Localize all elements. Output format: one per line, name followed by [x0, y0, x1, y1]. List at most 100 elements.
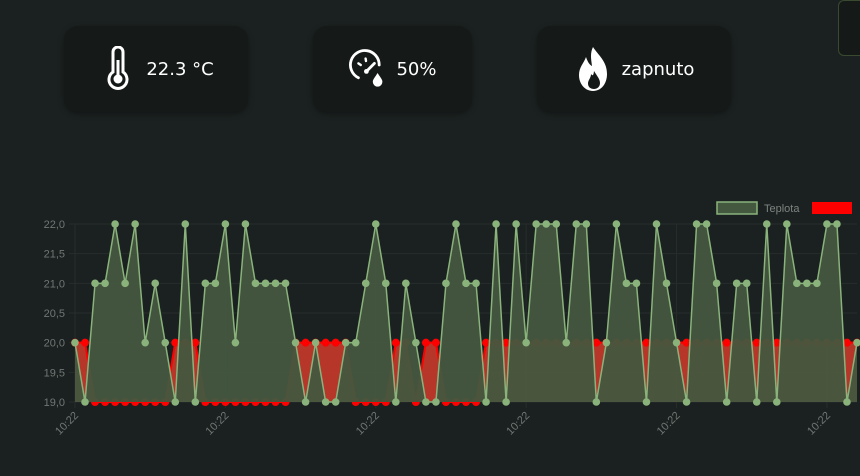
temperature-point [572, 220, 581, 228]
heating-point [772, 338, 781, 347]
temperature-point [361, 279, 370, 288]
temperature-point [512, 220, 520, 228]
y-tick-label: 19,5 [44, 367, 65, 379]
temperature-point [752, 398, 761, 406]
temperature-point [833, 220, 841, 228]
heating-card: zapnuto [537, 26, 731, 112]
temperature-point [742, 279, 751, 288]
temperature-point [261, 279, 270, 288]
temperature-point [622, 279, 631, 288]
heating-point [391, 338, 400, 347]
temperature-point [301, 398, 310, 406]
temperature-point [442, 279, 450, 288]
x-tick-label: 10:22 [53, 410, 81, 438]
gauge-droplet-icon [348, 45, 388, 93]
temperature-point [542, 220, 551, 228]
temperature-point [111, 220, 119, 228]
temperature-point [632, 279, 641, 288]
temperature-point [843, 398, 851, 406]
temperature-point [371, 220, 380, 228]
thermometer-icon [98, 45, 138, 93]
legend-swatch-teplota[interactable] [716, 201, 758, 215]
y-tick-label: 20,0 [44, 338, 65, 350]
temperature-point [803, 279, 811, 288]
temperature-point [251, 279, 260, 288]
temperature-point [241, 220, 250, 228]
temperature-point [652, 220, 661, 228]
temperature-point [351, 338, 360, 347]
temperature-point [452, 220, 460, 228]
y-tick-label: 19,0 [44, 397, 65, 409]
flame-icon [574, 45, 614, 93]
legend-swatch-heating[interactable] [812, 202, 852, 214]
humidity-value: 50% [396, 58, 437, 80]
temperature-point [602, 338, 611, 347]
x-tick-label: 10:22 [504, 410, 532, 438]
temperature-point [462, 279, 470, 288]
temperature-point [432, 398, 440, 406]
y-tick-label: 21,0 [44, 278, 65, 290]
heating-point [421, 338, 430, 347]
temperature-point [271, 279, 280, 288]
temperature-point [291, 338, 300, 347]
temperature-point [91, 279, 99, 288]
temperature-point [71, 338, 79, 347]
heating-point [321, 338, 330, 347]
temperature-point [552, 220, 561, 228]
temperature-point [592, 398, 601, 406]
temperature-point [662, 279, 671, 288]
humidity-card: 50% [313, 26, 472, 112]
heating-point [331, 338, 340, 347]
temperature-point [732, 279, 741, 288]
heating-point [592, 338, 601, 347]
heating-point [81, 338, 90, 347]
temperature-point [853, 338, 860, 347]
temperature-point [211, 279, 220, 288]
temperature-point [772, 398, 781, 406]
temperature-point [311, 338, 320, 347]
temperature-point [422, 398, 430, 406]
temperature-point [682, 398, 691, 406]
heating-point [722, 338, 731, 347]
temperature-point [141, 338, 149, 347]
temperature-point [722, 398, 731, 406]
heating-point [682, 338, 691, 347]
temperature-point [402, 279, 410, 288]
temperature-point [813, 279, 821, 288]
x-tick-label: 10:22 [204, 410, 232, 438]
temperature-point [321, 398, 330, 406]
heating-point [171, 338, 180, 347]
x-tick-label: 10:22 [655, 410, 683, 438]
temperature-point [151, 279, 160, 288]
temperature-point [281, 279, 290, 288]
temperature-point [522, 338, 530, 347]
temperature-point [502, 398, 510, 406]
temperature-point [121, 279, 129, 288]
temperature-point [823, 220, 831, 228]
temperature-point [201, 279, 210, 288]
legend-label-teplota[interactable]: Teplota [764, 203, 800, 215]
temperature-point [161, 338, 170, 347]
heating-point [502, 338, 511, 347]
heating-point [482, 338, 491, 347]
temperature-value: 22.3 °C [146, 58, 214, 80]
temperature-point [692, 220, 701, 228]
temperature-point [482, 398, 490, 406]
temperature-point [392, 398, 400, 406]
temperature-point [783, 220, 791, 228]
temperature-point [472, 279, 480, 288]
edge-card [838, 0, 860, 56]
chart-legend: Teplota [716, 201, 852, 215]
y-tick-label: 20,5 [44, 308, 65, 320]
temperature-point [712, 279, 721, 288]
temperature-point [131, 220, 139, 228]
y-tick-label: 21,5 [44, 249, 65, 261]
temperature-point [221, 220, 230, 228]
heating-point [842, 338, 851, 347]
heating-point [191, 338, 200, 347]
temperature-point [612, 220, 621, 228]
temperature-point [793, 279, 801, 288]
temperature-point [101, 279, 109, 288]
heating-point [301, 338, 310, 347]
temperature-point [562, 338, 571, 347]
